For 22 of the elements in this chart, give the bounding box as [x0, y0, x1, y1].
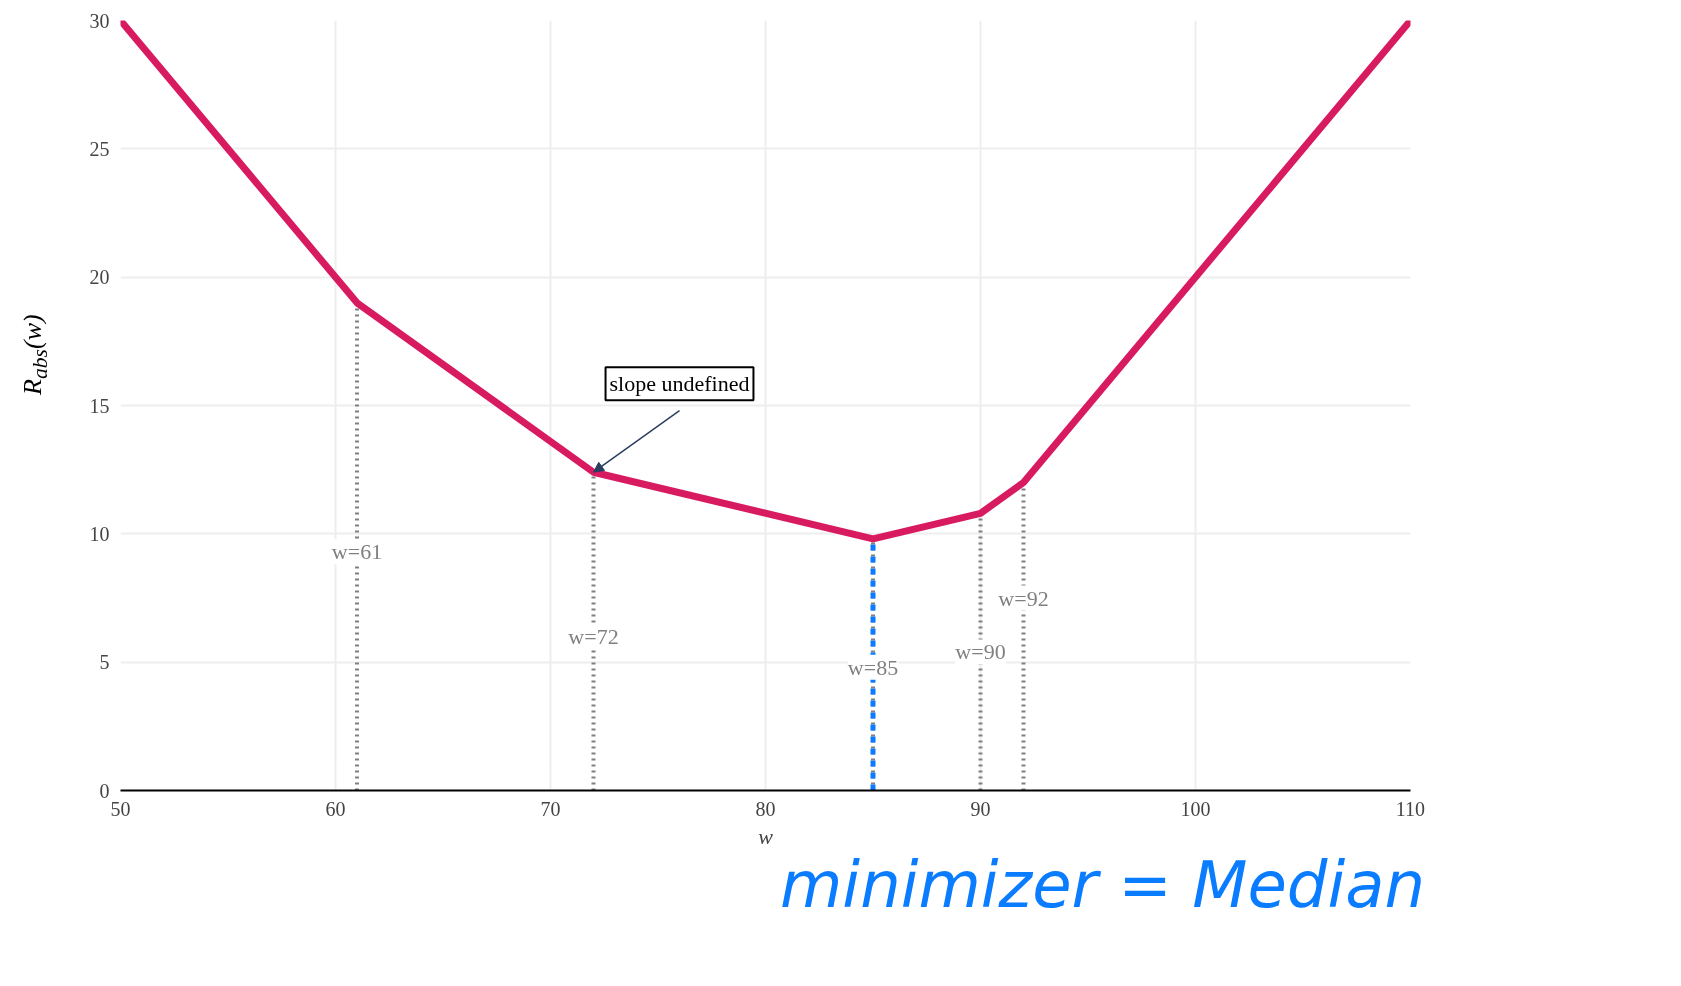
y-tick-label: 0	[99, 779, 110, 802]
y-tick-label: 30	[89, 9, 110, 32]
ref-line-label: w=72	[568, 624, 619, 649]
x-axis-title: w	[758, 823, 774, 849]
y-tick-label: 20	[89, 266, 110, 289]
x-tick-label: 80	[755, 797, 776, 820]
x-tick-label: 60	[325, 797, 346, 820]
x-tick-label: 90	[970, 797, 991, 820]
ref-line-label: w=92	[998, 585, 1049, 611]
y-tick-label: 5	[99, 651, 110, 674]
y-tick-label: 25	[89, 137, 110, 160]
x-tick-label: 70	[540, 797, 561, 820]
ref-line-label: w=85	[847, 654, 899, 680]
y-tick-label: 10	[89, 522, 110, 545]
annotation: slope undefined	[609, 371, 750, 397]
y-tick-label: 15	[89, 394, 110, 417]
x-tick-label: 110	[1395, 797, 1426, 820]
x-tick-label: 50	[110, 797, 131, 820]
ref-line-label: w=90	[955, 639, 1006, 665]
x-tick-label: 100	[1180, 797, 1211, 820]
ref-line-label: w=61	[331, 539, 383, 565]
text: minimizer = Median	[780, 847, 1425, 924]
